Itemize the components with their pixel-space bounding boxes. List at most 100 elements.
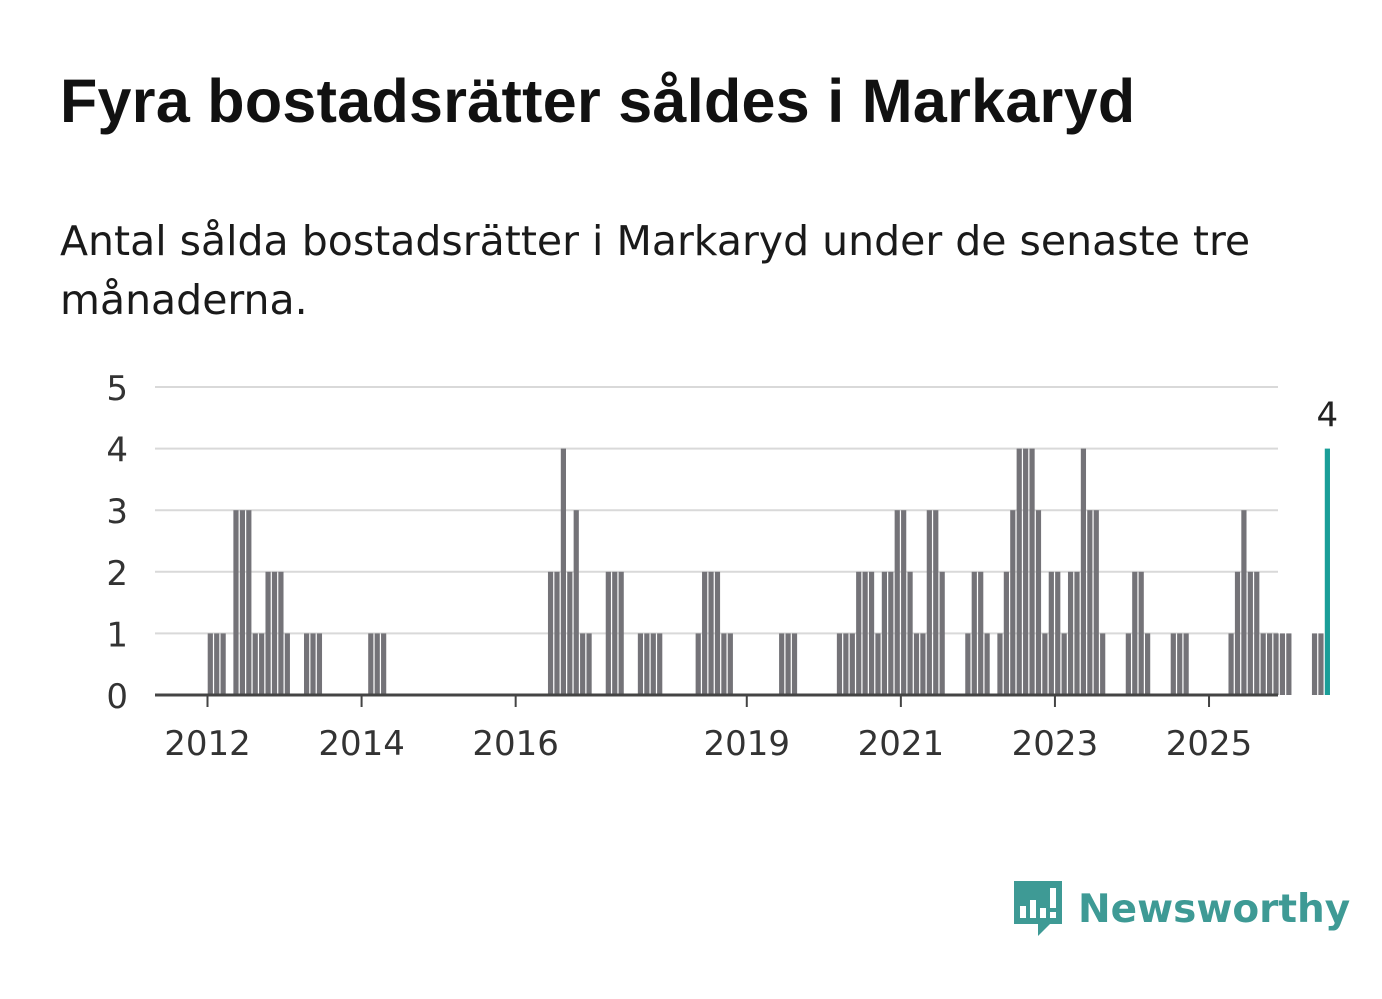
x-tick-label: 2016 [472,724,559,764]
bar [560,448,566,695]
bar [695,633,701,695]
bar [259,633,265,695]
bar [612,571,618,695]
x-tick-label: 2014 [318,724,405,764]
bar [913,633,920,695]
x-tick-label: 2023 [1012,724,1099,764]
bar [1067,571,1074,695]
bar [214,633,220,695]
bar [984,633,990,695]
bar [888,571,894,695]
y-tick-label: 1 [106,615,128,655]
bar [547,571,554,695]
bar [791,633,798,695]
bar [907,571,913,695]
x-tick-label: 2019 [704,724,791,764]
bar [1234,571,1241,695]
bar [246,510,252,695]
bar [868,571,875,695]
y-tick-label: 0 [106,677,128,717]
bar [849,633,855,695]
bar [708,571,714,695]
bar-chart-speech-bubble-icon [1014,881,1062,936]
bar [721,633,727,695]
bar [1093,510,1099,695]
bar [233,510,239,695]
bar [1241,510,1247,695]
bar [278,571,284,695]
bar [284,633,290,695]
bar [1035,510,1042,695]
bar [1228,633,1234,695]
bar [920,633,926,695]
bar [220,633,226,695]
brand-name: Newsworthy [1078,886,1351,932]
bar [265,571,271,695]
bar [1177,633,1183,695]
bar [1003,571,1009,695]
bar [618,571,624,695]
bar [1016,448,1022,695]
x-tick-label: 2025 [1166,724,1253,764]
bar [785,633,791,695]
bar [1247,571,1253,695]
bar [1023,448,1029,695]
bar [567,571,573,695]
highlight-bar [1324,448,1330,695]
y-tick-label: 4 [106,431,128,471]
bar [1170,633,1176,695]
bar [368,633,374,695]
bar [1074,571,1080,695]
bar [702,571,708,695]
bar [374,633,380,695]
bar [310,633,316,695]
bar [1183,633,1189,695]
bar [650,633,656,695]
y-tick-label: 3 [106,492,128,532]
bar [714,571,721,695]
bar [894,510,900,695]
bar [901,510,907,695]
bar [580,633,586,695]
bar [304,633,310,695]
bar [926,510,932,695]
bar [843,633,849,695]
bar [1318,633,1324,695]
bar [933,510,939,695]
y-tick-label: 2 [106,554,128,594]
bar [1273,633,1279,695]
bar [881,571,887,695]
bar [965,633,971,695]
bar [637,633,644,695]
bar [1055,571,1061,695]
bar [1029,448,1035,695]
bar [997,633,1003,695]
bar [271,571,278,695]
bar [1260,633,1266,695]
bar [856,571,862,695]
bar [207,633,213,695]
bar [971,571,977,695]
bar [1010,510,1016,695]
bar [939,571,945,695]
bar [239,510,245,695]
y-tick-label: 5 [106,369,128,409]
bar [1286,633,1292,695]
bar [1125,633,1131,695]
bar [1061,633,1067,695]
bar [1311,633,1318,695]
bar [862,571,868,695]
bar [836,633,843,695]
bar [1100,633,1106,695]
bar [316,633,323,695]
bar [779,633,785,695]
bar [1087,510,1093,695]
bar [644,633,650,695]
bar [554,571,560,695]
bar [1254,571,1260,695]
bar [1080,448,1087,695]
x-tick-label: 2021 [858,724,945,764]
bar [573,510,579,695]
bar [381,633,387,695]
bar [1279,633,1286,695]
